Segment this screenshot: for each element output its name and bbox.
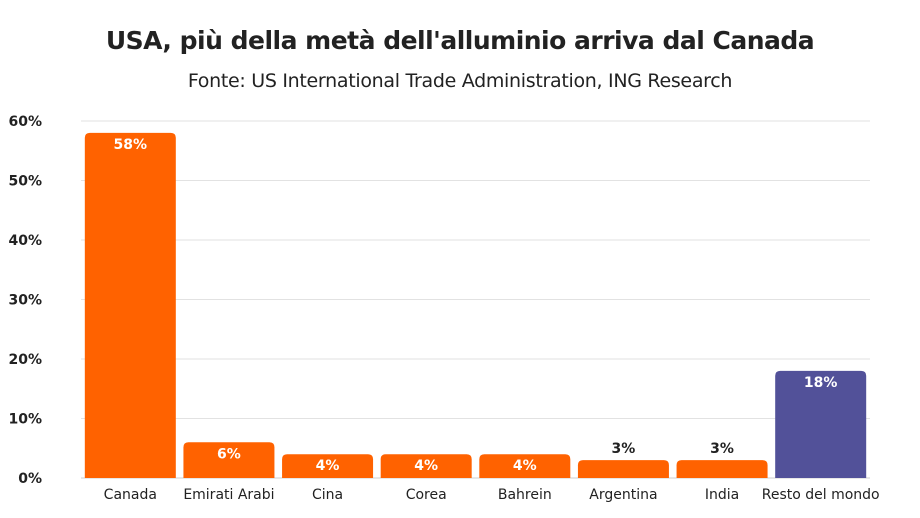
y-tick-label: 20% [8, 352, 42, 368]
y-tick-label: 40% [8, 233, 42, 249]
x-tick-label: India [705, 487, 739, 503]
chart-subtitle: Fonte: US International Trade Administra… [187, 70, 733, 92]
x-tick-label: Corea [406, 487, 447, 503]
x-tick-label: Canada [104, 487, 157, 503]
chart-title: USA, più della metà dell'alluminio arriv… [105, 26, 815, 55]
bar-canada [84, 132, 176, 478]
bar-resto-del-mondo [775, 370, 867, 478]
data-label: 4% [414, 458, 438, 474]
y-tick-label: 10% [8, 412, 42, 428]
x-tick-label: Argentina [589, 487, 657, 503]
data-label: 18% [804, 375, 838, 391]
data-label: 6% [217, 446, 241, 462]
data-label: 3% [710, 441, 734, 457]
bar-emirati-arabi [183, 442, 275, 478]
y-tick-label: 50% [8, 174, 42, 190]
bar-argentina [577, 460, 669, 478]
data-label: 4% [316, 458, 340, 474]
y-tick-label: 60% [8, 114, 42, 130]
bar-india [676, 460, 768, 478]
x-tick-label: Cina [312, 487, 343, 503]
data-label: 58% [114, 137, 148, 153]
bar-cina [282, 454, 374, 478]
x-tick-label: Resto del mondo [762, 487, 880, 503]
bar-bahrein [479, 454, 571, 478]
x-tick-label: Bahrein [498, 487, 552, 503]
y-tick-label: 0% [18, 471, 42, 487]
data-label: 4% [513, 458, 537, 474]
y-tick-label: 30% [8, 293, 42, 309]
x-tick-label: Emirati Arabi [183, 487, 274, 503]
bar-corea [380, 454, 472, 478]
data-label: 3% [612, 441, 636, 457]
